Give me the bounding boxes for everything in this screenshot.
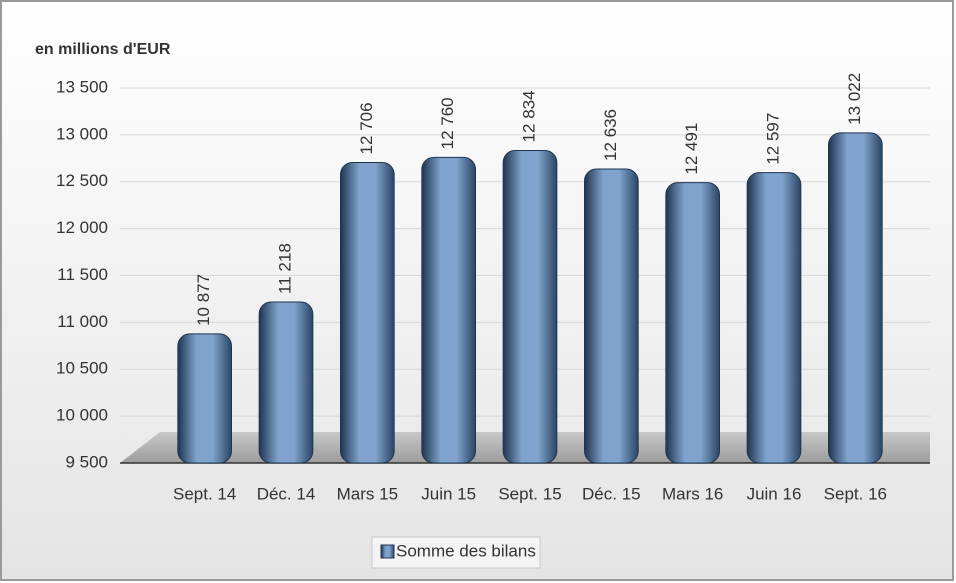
x-tick-label: Sept. 16 bbox=[824, 484, 887, 503]
x-tick-label: Mars 16 bbox=[662, 484, 723, 503]
bar bbox=[502, 149, 558, 464]
y-tick-label: 11 000 bbox=[57, 312, 108, 331]
bar bbox=[421, 156, 477, 464]
bar bbox=[746, 172, 802, 464]
data-label: 12 597 bbox=[763, 113, 782, 165]
data-label: 12 760 bbox=[438, 97, 457, 149]
data-label: 12 636 bbox=[601, 109, 620, 161]
y-tick-label: 13 000 bbox=[56, 124, 108, 143]
bar bbox=[258, 301, 314, 464]
y-axis-label: en millions d'EUR bbox=[35, 41, 171, 58]
y-tick-label: 11 500 bbox=[57, 265, 108, 284]
x-tick-label: Sept. 15 bbox=[498, 484, 561, 503]
data-label: 11 218 bbox=[275, 243, 294, 294]
x-tick-label: Déc. 15 bbox=[582, 484, 641, 503]
y-tick-label: 12 500 bbox=[56, 171, 108, 190]
y-tick-label: 12 000 bbox=[56, 218, 108, 237]
y-tick-label: 13 500 bbox=[56, 77, 108, 96]
bar bbox=[339, 161, 395, 464]
x-tick-label: Sept. 14 bbox=[173, 484, 236, 503]
bar bbox=[665, 182, 721, 464]
data-label: 12 491 bbox=[682, 123, 701, 175]
x-tick-label: Juin 16 bbox=[747, 484, 802, 503]
legend bbox=[371, 536, 541, 569]
x-tick-label: Juin 15 bbox=[421, 484, 476, 503]
legend-label: Somme des bilans bbox=[396, 541, 536, 560]
x-tick-label: Mars 15 bbox=[337, 484, 398, 503]
y-tick-label: 10 000 bbox=[56, 406, 108, 425]
data-label: 12 834 bbox=[519, 90, 538, 142]
data-label: 10 877 bbox=[194, 274, 213, 326]
legend-marker bbox=[380, 544, 395, 559]
bar bbox=[583, 168, 639, 464]
bar bbox=[177, 333, 233, 464]
y-tick-label: 10 500 bbox=[56, 359, 108, 378]
x-tick-label: Déc. 14 bbox=[257, 484, 316, 503]
data-label: 12 706 bbox=[357, 102, 376, 154]
y-tick-label: 9 500 bbox=[65, 452, 108, 471]
data-label: 13 022 bbox=[845, 73, 864, 125]
bar bbox=[827, 132, 883, 464]
